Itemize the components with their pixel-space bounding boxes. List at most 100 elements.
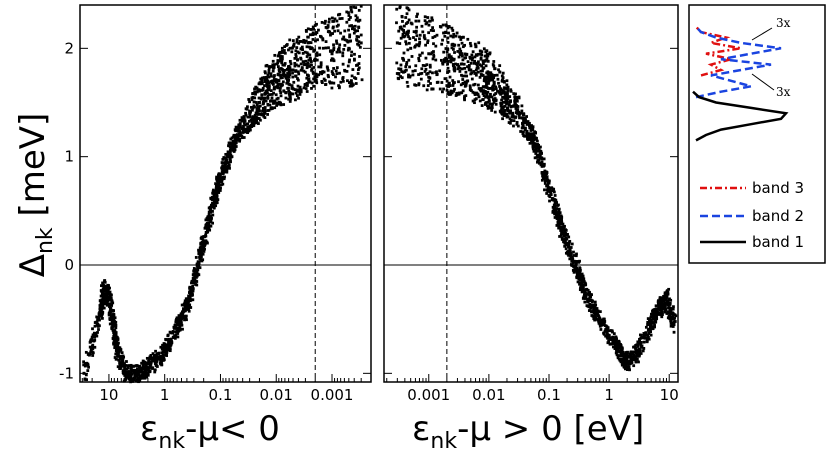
right-cloud-point [553,216,557,219]
right-cloud-point [500,108,503,112]
left-cloud-point [149,353,153,357]
left-cloud-point [325,26,329,30]
right-cloud-point [431,18,434,22]
left-cloud-point [241,136,244,140]
left-cloud-point [327,20,331,24]
left-cloud-point [85,363,89,367]
right-cloud-point [505,115,509,118]
left-cloud-point [176,332,180,335]
left-cloud-point [287,97,291,101]
right-cloud-point [547,179,551,183]
right-cloud-point [567,244,571,248]
y-axis-title-main: Δ [13,254,53,277]
left-cloud-point [335,50,339,54]
left-cloud-point [335,42,339,45]
right-cloud-point [440,42,444,46]
right-cloud-point [556,222,560,226]
right-cloud-point [423,19,427,23]
right-cloud-point [508,100,512,104]
left-cloud-point [257,82,261,86]
left-cloud-point [274,93,278,97]
right-cloud-point [535,156,539,159]
left-x-axis-title-sub: nk [158,429,185,454]
right-cloud-point [474,68,478,72]
right-cloud-point [579,279,583,282]
left-cloud-point [185,318,188,322]
side-band-curves [692,25,789,142]
right-cloud-point [497,90,501,94]
right-cloud-point [555,207,559,210]
right-cloud-point [465,74,469,78]
right-cloud-point [470,53,474,57]
y-axis-title-unit: [meV] [13,113,53,228]
left-cloud-point [314,72,318,76]
left-cloud-point [276,59,280,62]
right-cloud-point [417,73,420,76]
right-cloud-point [430,87,434,91]
left-cloud-point [341,79,345,83]
left-cloud-point [288,46,292,50]
left-cloud-point [264,71,267,75]
left-cloud-point [211,201,214,205]
left-cloud-point [155,352,159,356]
left-cloud-point [335,72,339,76]
left-cloud-point [83,364,87,368]
left-cloud-point [288,83,292,87]
left-cloud-point [330,81,334,85]
right-cloud-point [525,134,529,138]
left-cloud-point [300,68,304,72]
left-cloud-point [306,35,310,39]
right-cloud-point [615,343,619,347]
right-cloud-point [591,305,595,309]
left-cloud-point [237,126,241,130]
left-cloud-point [101,310,105,314]
right-cloud-point [550,198,554,202]
left-cloud-point [353,28,356,31]
right-cloud-point [487,81,490,85]
right-cloud-point [618,358,622,362]
left-x-tick-label: 0.01 [260,386,293,404]
left-cloud-point [341,37,344,41]
right-cloud-point [436,80,440,84]
left-cloud-point [118,364,122,368]
left-cloud-point [113,324,117,328]
right-cloud-point [447,85,450,88]
right-cloud-point [572,261,575,265]
left-cloud-point [209,196,213,200]
right-cloud-point [673,313,677,317]
right-cloud-point [431,36,435,39]
left-cloud-point [263,80,267,83]
left-cloud-point [202,239,205,243]
left-cloud-point [271,69,275,73]
left-cloud-point [238,118,242,122]
left-cloud-point [211,190,215,194]
left-cloud-point [348,33,352,37]
left-cloud-point [98,304,102,307]
left-cloud-point [266,96,270,100]
left-cloud-point [283,45,287,49]
left-cloud-point [228,145,232,149]
left-cloud-point [238,132,242,136]
left-cloud-point [180,311,184,315]
left-cloud-point [198,255,201,259]
right-cloud-point [443,31,447,35]
right-cloud-point [450,26,454,30]
right-cloud-point [464,83,468,87]
right-cloud-point [446,66,450,70]
left-cloud-point [284,91,288,94]
side-plot-frame [688,4,826,264]
left-cloud-point [304,87,308,90]
right-cloud-point [406,84,410,88]
right-cloud-point [667,303,670,307]
right-cloud-point [658,296,662,299]
left-cloud-point [263,106,266,110]
right-cloud-point [489,78,492,82]
left-cloud-point [109,298,113,302]
right-cloud-point [451,79,455,82]
left-cloud-point [288,73,292,77]
right-cloud-point [481,59,485,63]
right-cloud-point [505,98,509,102]
left-cloud-point [294,98,297,102]
left-cloud-point [131,369,135,373]
left-cloud-point [302,63,306,66]
